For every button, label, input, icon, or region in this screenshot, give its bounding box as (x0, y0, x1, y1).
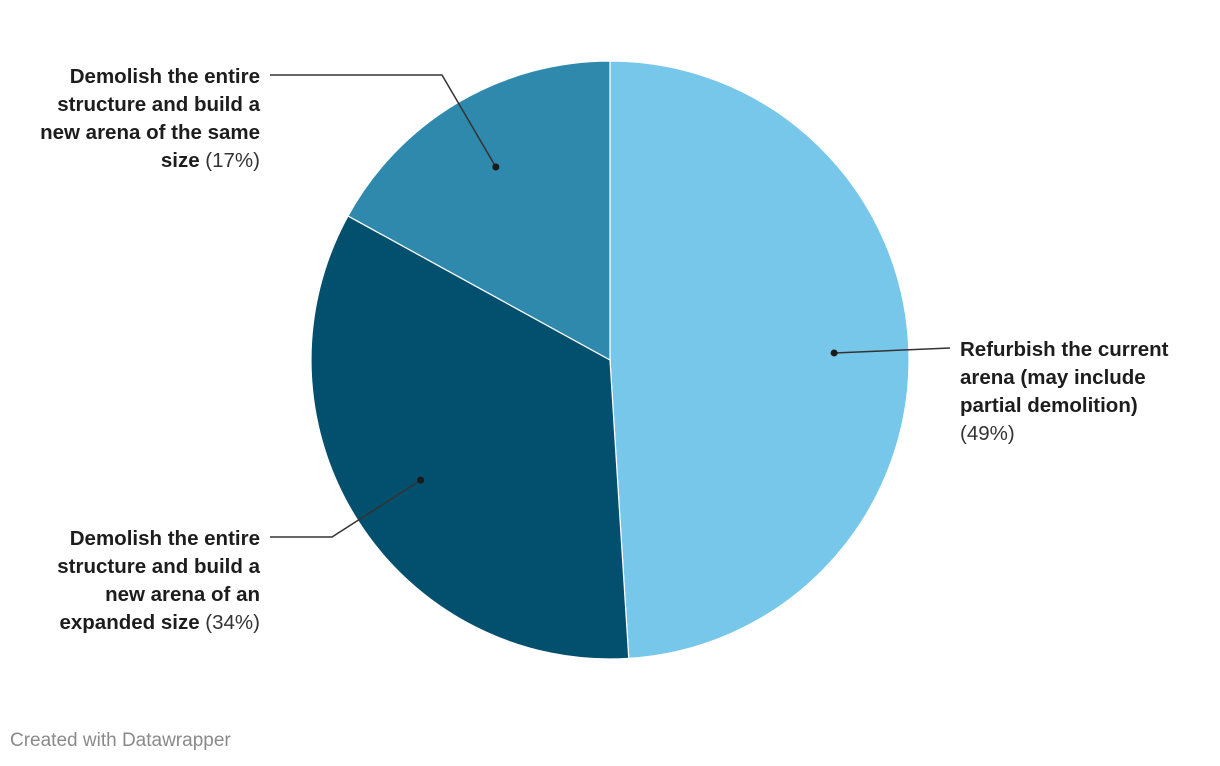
slice-label: Refurbish the current arena (may include p… (960, 338, 1169, 445)
slice-labels: Refurbish the current arena (may include p… (40, 65, 1169, 634)
slice-value-label: (49%) (960, 422, 1015, 445)
leader-dot (492, 163, 500, 171)
leader-lines (270, 74, 951, 538)
leader-line (270, 479, 422, 538)
slice-label: Demolish the entire structure and build a… (40, 65, 260, 172)
slice-label-line: Demolish the entire (70, 527, 260, 550)
pie-slice (609, 60, 910, 660)
leader-dot (830, 349, 838, 357)
slice-label-line: partial demolition) (960, 394, 1138, 417)
leader-dot (417, 476, 425, 484)
slice-label-line: structure and build a (57, 93, 260, 116)
slice-label-line: arena (may include (960, 366, 1146, 389)
slice-label-line: expanded size (59, 611, 199, 634)
leader-line (834, 347, 951, 354)
credit-text: Created with Datawrapper (10, 730, 231, 751)
slice-label-line: size (161, 149, 200, 172)
slice-label-line: new arena of the same (40, 121, 260, 144)
slice-value-label: (34%) (200, 611, 260, 634)
slice-label-line: new arena of an (105, 583, 260, 606)
slice-label: Demolish the entire structure and build a… (57, 527, 260, 634)
pie-slices (310, 60, 910, 660)
slice-label-line: structure and build a (57, 555, 260, 578)
slice-value-label: (17%) (200, 149, 260, 172)
slice-label-line: Refurbish the current (960, 338, 1169, 361)
leader-line (270, 74, 497, 168)
slice-label-line: Demolish the entire (70, 65, 260, 88)
